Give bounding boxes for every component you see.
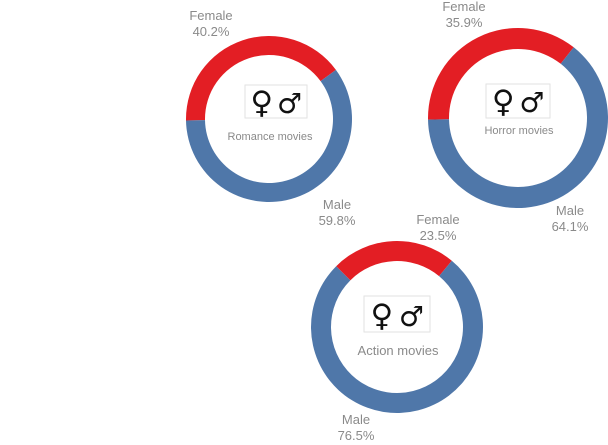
- female-label: Female: [442, 0, 485, 14]
- male-label: Male: [556, 203, 584, 218]
- female-label: Female: [189, 8, 232, 23]
- gender-icon-box: [485, 83, 551, 119]
- gender-icon-box: [244, 84, 308, 119]
- female-slice: [336, 241, 452, 281]
- chart-caption: Horror movies: [484, 125, 554, 137]
- female-percent-label: 40.2%: [193, 24, 230, 39]
- chart-caption: Action movies: [358, 343, 439, 358]
- male-symbol-icon: ♂: [399, 300, 424, 333]
- male-percent-label: 64.1%: [552, 219, 589, 234]
- male-label: Male: [342, 412, 370, 427]
- chart-caption: Romance movies: [228, 131, 313, 143]
- male-slice: [310, 260, 483, 413]
- female-symbol-icon: ♀: [492, 84, 515, 120]
- male-symbol-icon: ♂: [277, 87, 302, 120]
- male-label: Male: [323, 197, 351, 212]
- female-symbol-icon: ♀: [250, 85, 273, 121]
- female-slice: [185, 35, 336, 121]
- gender-icon-box: [363, 295, 431, 333]
- female-percent-label: 23.5%: [420, 228, 457, 243]
- male-percent-label: 76.5%: [338, 428, 375, 443]
- female-percent-label: 35.9%: [446, 15, 483, 30]
- male-slice: [186, 69, 352, 202]
- female-slice: [428, 27, 574, 120]
- male-percent-label: 59.8%: [319, 213, 356, 228]
- male-symbol-icon: ♂: [520, 86, 545, 119]
- female-label: Female: [416, 212, 459, 227]
- female-symbol-icon: ♀: [370, 298, 393, 334]
